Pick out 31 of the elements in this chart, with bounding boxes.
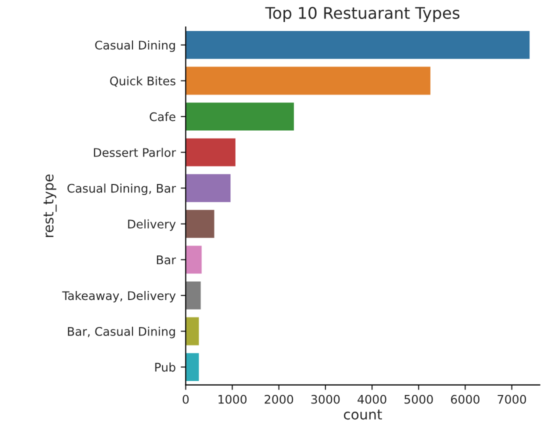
x-tick-label: 1000	[218, 394, 247, 404]
y-tick-label: Takeaway, Delivery	[62, 290, 176, 302]
bar	[186, 138, 236, 167]
x-tick-label: 2000	[264, 394, 294, 404]
y-tick-label: Bar	[156, 256, 176, 264]
x-axis-title: count	[344, 410, 382, 420]
bar	[186, 280, 202, 310]
chart-title: Top 10 Restuarant Types	[265, 6, 460, 22]
y-tick-label: Casual Dining	[95, 40, 175, 52]
x-tick-label: 6000	[451, 394, 480, 404]
bar	[186, 102, 295, 132]
y-axis-title: rest_type	[44, 174, 57, 238]
x-tick-label: 7000	[498, 394, 526, 404]
bar	[186, 245, 202, 274]
bar	[186, 66, 432, 96]
bar	[186, 173, 232, 203]
x-tick-label: 3000	[311, 394, 340, 404]
bar	[186, 316, 200, 346]
y-tick-label: Quick Bites	[110, 76, 176, 87]
y-tick-label: Dessert Parlor	[94, 148, 176, 157]
x-tick-label: 4000	[358, 394, 386, 404]
bar	[186, 352, 200, 382]
x-tick-label: 5000	[404, 394, 433, 404]
y-tick-label: Delivery	[128, 219, 176, 231]
y-tick-label: Bar, Casual Dining	[68, 326, 175, 338]
x-tick-label: 0	[182, 394, 189, 404]
bar	[186, 30, 530, 60]
y-tick-label: Cafe	[150, 112, 176, 122]
y-tick-label: Casual Dining, Bar	[67, 184, 176, 196]
y-tick-label: Pub	[155, 362, 176, 372]
bar	[186, 209, 215, 239]
